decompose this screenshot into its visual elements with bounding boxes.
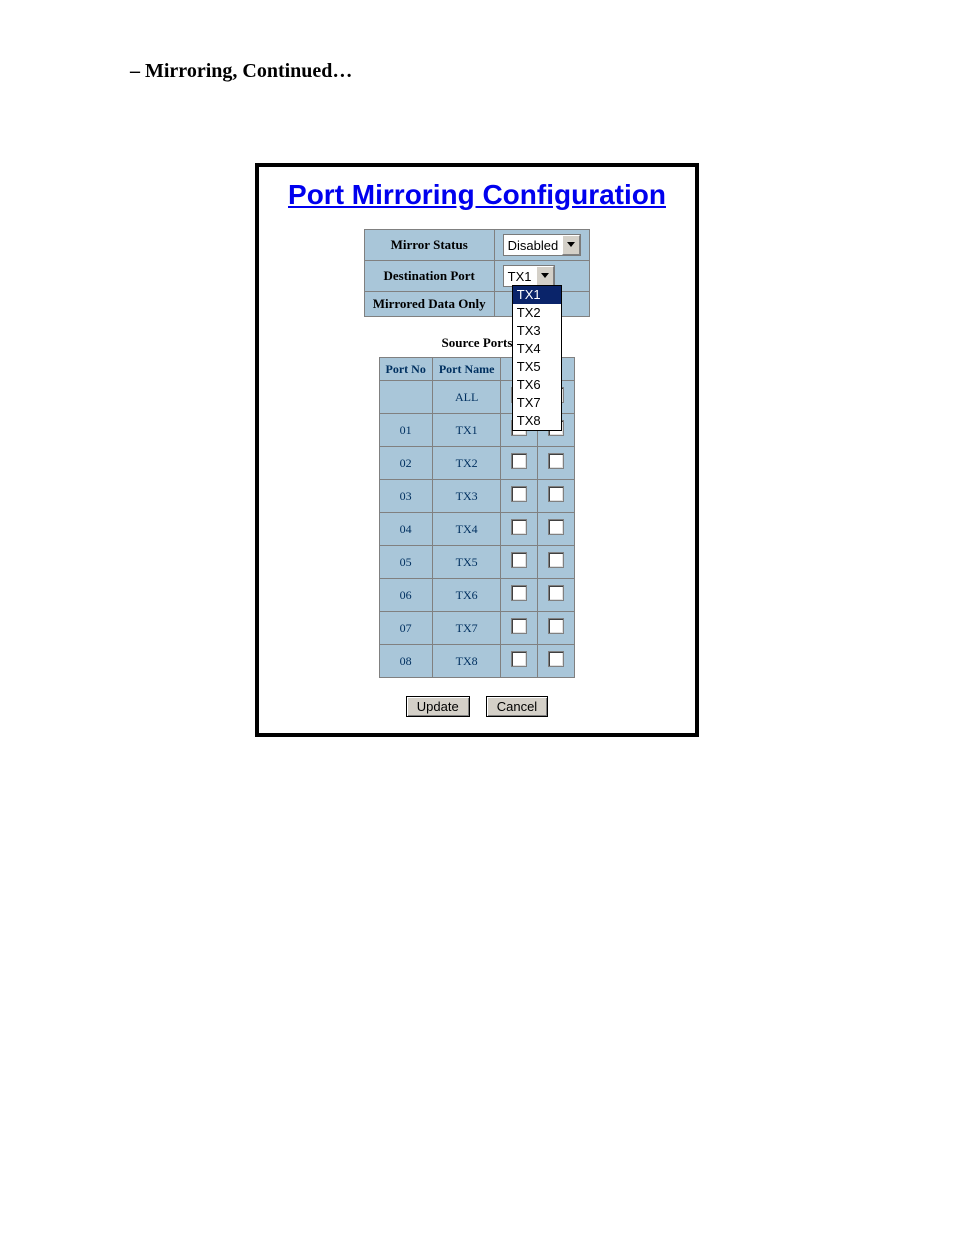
table-row: 08TX8 [379,645,575,678]
destination-port-label: Destination Port [364,261,494,292]
table-row: 04TX4 [379,513,575,546]
table-row: 03TX3 [379,480,575,513]
port-name: TX7 [432,612,501,645]
source-ports-label: Source Ports [267,335,687,351]
port-no: 07 [379,612,432,645]
chevron-down-icon[interactable] [562,235,580,255]
checkbox-rx[interactable] [548,519,564,535]
destination-port-select[interactable]: TX1 [503,265,555,287]
col-port-name: Port Name [432,358,501,381]
dropdown-option[interactable]: TX8 [513,412,561,430]
mirrored-data-only-label: Mirrored Data Only [364,292,494,317]
port-name: TX8 [432,645,501,678]
dropdown-option[interactable]: TX7 [513,394,561,412]
port-no: 03 [379,480,432,513]
checkbox-rx[interactable] [548,651,564,667]
destination-port-value: TX1 [504,269,536,284]
dropdown-option[interactable]: TX1 [513,286,561,304]
col-port-no: Port No [379,358,432,381]
chevron-down-icon[interactable] [536,266,554,286]
port-no: 05 [379,546,432,579]
port-name: TX3 [432,480,501,513]
mirror-status-value: Disabled [504,238,563,253]
config-panel: Port Mirroring Configuration Mirror Stat… [255,163,699,737]
port-no: 06 [379,579,432,612]
mirror-status-label: Mirror Status [364,230,494,261]
checkbox-rx[interactable] [548,585,564,601]
dropdown-option[interactable]: TX5 [513,358,561,376]
port-no: 08 [379,645,432,678]
table-row: 02TX2 [379,447,575,480]
port-no: 02 [379,447,432,480]
checkbox-tx[interactable] [511,618,527,634]
panel-title: Port Mirroring Configuration [267,179,687,211]
mirror-status-select[interactable]: Disabled [503,234,582,256]
port-no: 04 [379,513,432,546]
port-no: 01 [379,414,432,447]
checkbox-tx[interactable] [511,552,527,568]
checkbox-rx[interactable] [548,453,564,469]
port-name: TX6 [432,579,501,612]
checkbox-tx[interactable] [511,453,527,469]
update-button[interactable]: Update [406,696,470,717]
all-label: ALL [432,381,501,414]
button-row: Update Cancel [267,696,687,717]
checkbox-rx[interactable] [548,486,564,502]
port-name: TX4 [432,513,501,546]
cancel-button[interactable]: Cancel [486,696,548,717]
dropdown-option[interactable]: TX2 [513,304,561,322]
checkbox-tx[interactable] [511,486,527,502]
checkbox-tx[interactable] [511,651,527,667]
dropdown-option[interactable]: TX4 [513,340,561,358]
all-portno [379,381,432,414]
table-row: 07TX7 [379,612,575,645]
port-name: TX5 [432,546,501,579]
table-row: 05TX5 [379,546,575,579]
checkbox-rx[interactable] [548,552,564,568]
page-heading: – Mirroring, Continued… [130,60,954,83]
mirror-status-cell: Disabled [494,230,590,261]
checkbox-rx[interactable] [548,618,564,634]
table-row: 06TX6 [379,579,575,612]
dropdown-option[interactable]: TX6 [513,376,561,394]
port-name: TX2 [432,447,501,480]
checkbox-tx[interactable] [511,519,527,535]
port-name: TX1 [432,414,501,447]
destination-port-dropdown[interactable]: TX1TX2TX3TX4TX5TX6TX7TX8 [512,285,562,431]
dropdown-option[interactable]: TX3 [513,322,561,340]
checkbox-tx[interactable] [511,585,527,601]
